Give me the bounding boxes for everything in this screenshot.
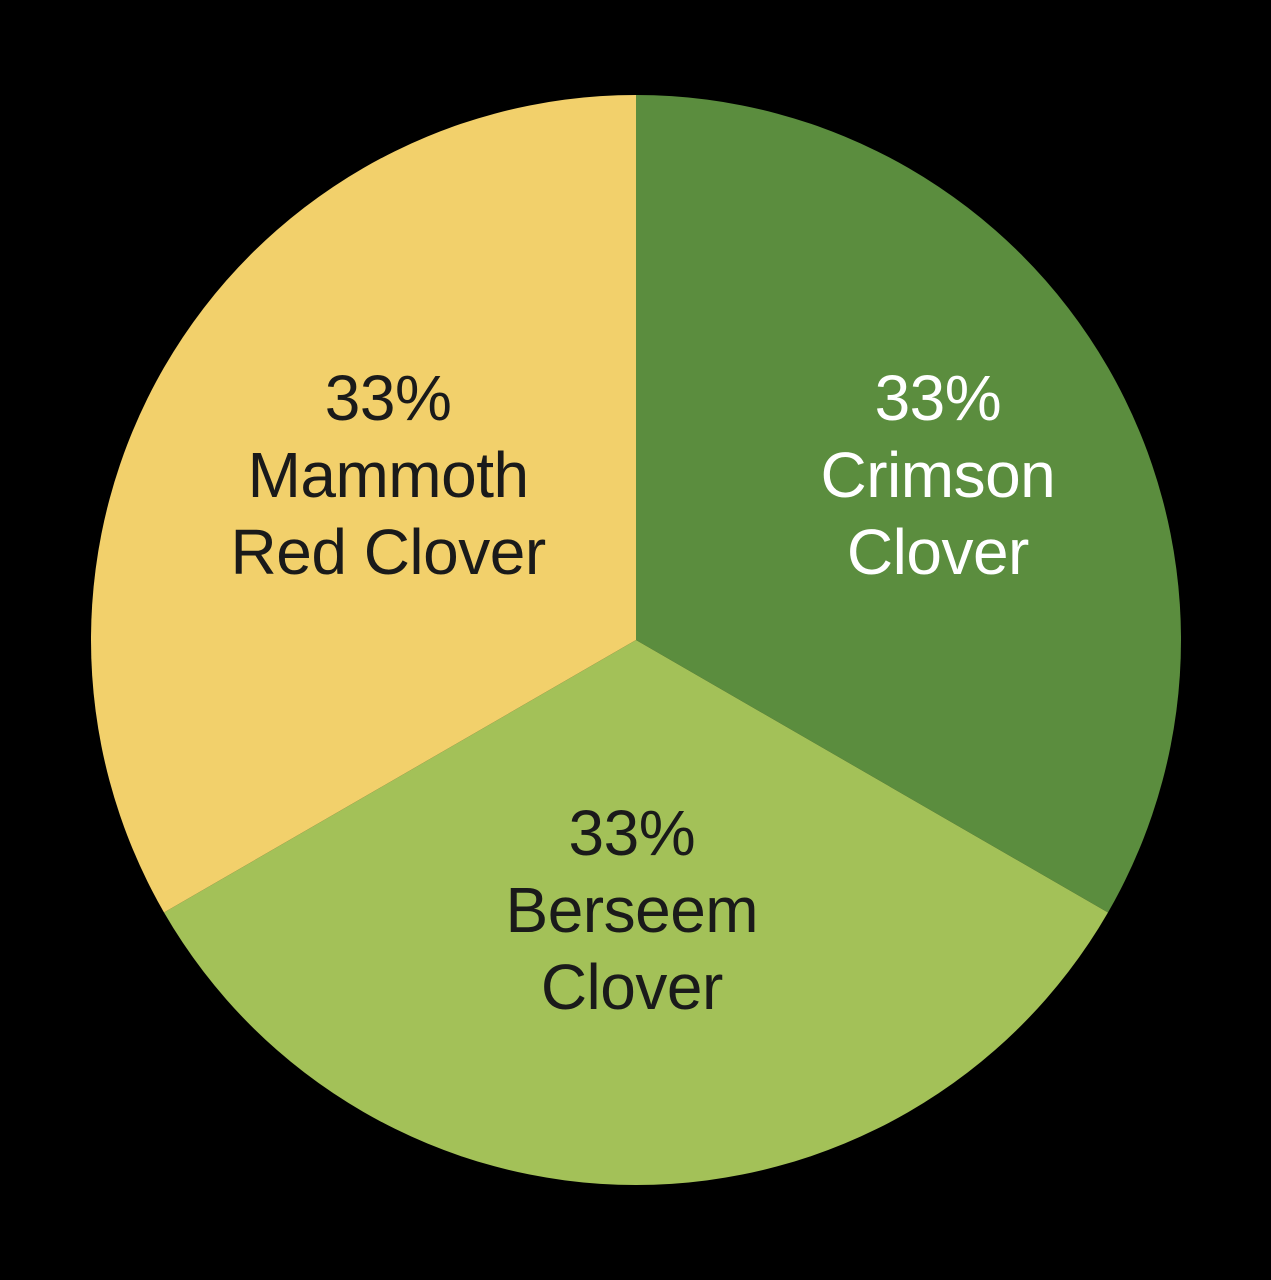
slice-name2-0: Clover — [821, 514, 1056, 591]
slice-percent-1: 33% — [506, 795, 759, 872]
slice-label-0: 33%CrimsonClover — [821, 360, 1056, 590]
slice-name2-2: Red Clover — [231, 514, 546, 591]
slice-percent-2: 33% — [231, 360, 546, 437]
slice-name2-1: Clover — [506, 949, 759, 1026]
slice-name1-0: Crimson — [821, 437, 1056, 514]
pie-chart-container: 33%CrimsonClover33%BerseemClover33%Mammo… — [91, 95, 1181, 1185]
slice-label-1: 33%BerseemClover — [506, 795, 759, 1025]
slice-name1-2: Mammoth — [231, 437, 546, 514]
slice-percent-0: 33% — [821, 360, 1056, 437]
slice-name1-1: Berseem — [506, 872, 759, 949]
slice-label-2: 33%MammothRed Clover — [231, 360, 546, 590]
